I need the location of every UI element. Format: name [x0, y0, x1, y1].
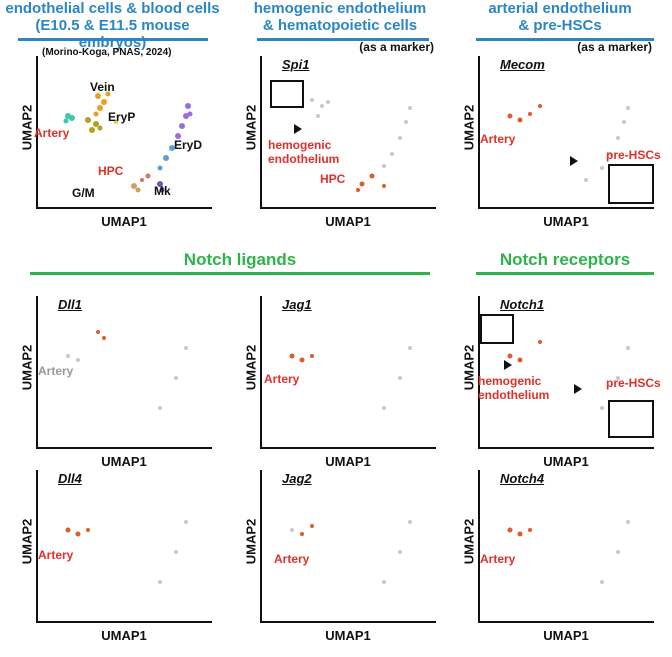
header-col2-line [257, 38, 429, 41]
x-axis-label: UMAP1 [101, 454, 147, 469]
header-col3-line [476, 38, 654, 41]
label-artery: Artery [274, 552, 310, 566]
label-endothelium: endothelium [478, 388, 550, 402]
axes-frame [36, 470, 212, 623]
inset-box [480, 314, 514, 344]
inset-box [270, 80, 304, 108]
x-axis-label: UMAP1 [543, 454, 589, 469]
x-axis-label: UMAP1 [101, 214, 147, 229]
label-artery: Artery [38, 548, 74, 562]
inset-box [608, 400, 654, 438]
panel-notch4: UMAP2 UMAP1 Notch4 Artery [462, 470, 654, 643]
gene-label: Spi1 [282, 57, 310, 72]
label-eryd: EryD [174, 138, 203, 152]
arrowhead-icon [294, 124, 302, 134]
label-artery: Artery [264, 372, 300, 386]
x-axis-label: UMAP1 [325, 628, 371, 643]
marker-note: (as a marker) [359, 40, 434, 54]
umap-dll1 [66, 330, 188, 410]
umap-jag1 [289, 346, 412, 410]
arrowhead-icon [504, 360, 512, 370]
axes-frame [478, 296, 654, 449]
label-artery: Artery [480, 552, 516, 566]
umap-spi1 [310, 98, 412, 192]
gene-label: Jag1 [282, 297, 312, 312]
x-axis-label: UMAP1 [101, 628, 147, 643]
panel-jag2: UMAP2 UMAP1 Jag2 Artery [244, 470, 436, 643]
arrowhead-icon [570, 156, 578, 166]
panel-mecom: (as a marker) UMAP2 UMAP1 Mecom Artery p… [462, 40, 661, 229]
header-notch-ligands-line [30, 272, 430, 275]
gene-label: Notch1 [500, 297, 545, 312]
umap-notch1 [507, 340, 630, 410]
umap-jag2 [290, 520, 412, 584]
header-col1-line [18, 38, 208, 41]
panel-notch1: UMAP2 UMAP1 Notch1 hemogenic endothelium… [462, 296, 661, 469]
x-axis-label: UMAP1 [543, 214, 589, 229]
citation: (Morino-Koga, PNAS, 2024) [42, 47, 172, 58]
header-notch-receptors: Notch receptors [499, 250, 631, 269]
umap-mecom [507, 104, 630, 182]
axes-frame [260, 296, 436, 449]
panel-clusters: (Morino-Koga, PNAS, 2024) UMAP2 UMAP1 Ve… [20, 47, 212, 229]
gene-label: Dll1 [58, 297, 82, 312]
panel-spi1: (as a marker) UMAP2 UMAP1 Spi1 hemogenic… [244, 40, 436, 229]
umap-notch4 [507, 520, 630, 584]
label-hpc: HPC [320, 172, 346, 186]
umap-dll4 [65, 520, 188, 584]
label-vein: Vein [90, 80, 115, 94]
panel-dll4: UMAP2 UMAP1 Dll4 Artery [20, 470, 212, 643]
label-hpc: HPC [98, 164, 124, 178]
panel-dll1: UMAP2 UMAP1 Dll1 Artery [20, 296, 212, 469]
x-axis-label: UMAP1 [325, 214, 371, 229]
panel-jag1: UMAP2 UMAP1 Jag1 Artery [244, 296, 436, 469]
label-eryp: EryP [108, 110, 136, 124]
x-axis-label: UMAP1 [543, 628, 589, 643]
marker-note: (as a marker) [577, 40, 652, 54]
gene-label: Notch4 [500, 471, 545, 486]
label-hemogenic: hemogenic [268, 138, 332, 152]
y-axis-label: UMAP2 [243, 344, 259, 391]
y-axis-label: UMAP2 [461, 344, 477, 391]
axes-frame [260, 56, 436, 209]
axes-frame [478, 470, 654, 623]
header-notch-ligands: Notch ligands [183, 250, 297, 269]
y-axis-label: UMAP2 [243, 518, 259, 565]
axes-frame [36, 56, 212, 209]
label-hemogenic: hemogenic [478, 374, 542, 388]
label-gm: G/M [72, 186, 95, 200]
label-pre-hscs: pre-HSCs [606, 376, 661, 390]
axes-frame [36, 296, 212, 449]
header-col2: hemogenic endothelium & hematopoietic ce… [253, 0, 427, 34]
header-col1: endothelial cells & blood cells (E10.5 &… [5, 0, 220, 51]
gene-label: Dll4 [58, 471, 82, 486]
label-artery: Artery [480, 132, 516, 146]
y-axis-label: UMAP2 [19, 344, 35, 391]
x-axis-label: UMAP1 [325, 454, 371, 469]
label-pre-hscs: pre-HSCs [606, 148, 661, 162]
header-col3: arterial endothelium & pre-HSCs [488, 0, 632, 34]
gene-label: Mecom [500, 57, 545, 72]
label-artery: Artery [38, 364, 74, 378]
header-notch-receptors-line [476, 272, 654, 275]
axes-frame [260, 470, 436, 623]
umap-clusters [63, 91, 193, 193]
label-artery: Artery [34, 126, 70, 140]
gene-label: Jag2 [282, 471, 312, 486]
y-axis-label: UMAP2 [461, 518, 477, 565]
y-axis-label: UMAP2 [19, 104, 35, 151]
label-endothelium: endothelium [268, 152, 340, 166]
axes-frame [478, 56, 654, 209]
inset-box [608, 164, 654, 204]
arrowhead-icon [574, 384, 582, 394]
y-axis-label: UMAP2 [243, 104, 259, 151]
y-axis-label: UMAP2 [19, 518, 35, 565]
y-axis-label: UMAP2 [461, 104, 477, 151]
label-mk: Mk [154, 184, 171, 198]
